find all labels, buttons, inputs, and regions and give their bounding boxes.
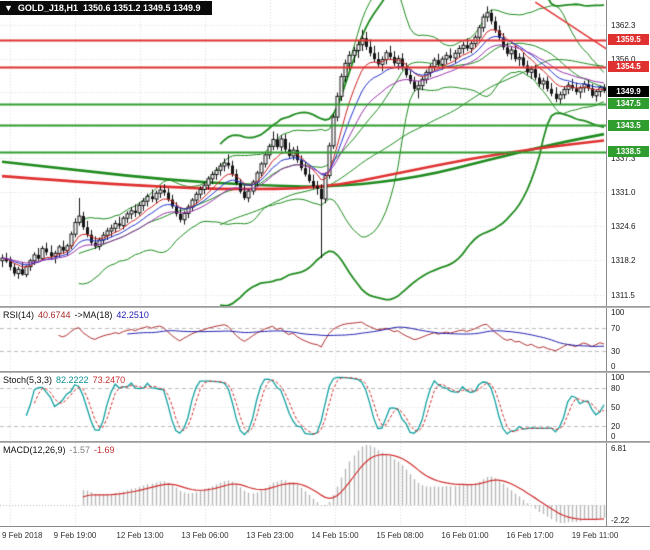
price-level-badge-1338.5: 1338.5 <box>608 146 649 158</box>
price-tick: 1331.0 <box>611 187 636 197</box>
stoch-signal-value: 73.2470 <box>92 375 126 385</box>
time-axis-label: 9 Feb 19:00 <box>53 531 97 540</box>
macd-scale-tick: 6.81 <box>611 444 627 453</box>
macd-scale[interactable]: 6.81 -2.22 <box>606 443 650 526</box>
price-level-badge-1343.5: 1343.5 <box>608 119 649 131</box>
rsi-panel: 100 70 30 0 RSI(14) 40.6744 ->MA(18) 42.2510 <box>0 308 650 371</box>
rsi-canvas[interactable] <box>0 308 606 371</box>
price-tick: 1324.6 <box>611 221 636 231</box>
price-level-badge-1359.5: 1359.5 <box>608 34 649 46</box>
indicator-scale-tick: 100 <box>611 373 625 382</box>
stochastic-canvas[interactable] <box>0 373 606 441</box>
stochastic-scale[interactable]: 100 80 50 20 0 <box>606 373 650 441</box>
macd-value: -1.57 <box>69 445 91 455</box>
time-axis-label: 12 Feb 13:00 <box>116 531 164 540</box>
macd-name: MACD(12,26,9) <box>3 445 66 455</box>
indicator-scale-tick: 50 <box>611 403 620 412</box>
indicator-scale-tick: 70 <box>611 324 620 334</box>
stoch-name: Stoch(5,3,3) <box>3 375 53 385</box>
indicator-scale-tick: 30 <box>611 346 620 356</box>
rsi-value: 40.6744 <box>38 310 71 320</box>
price-chart-canvas[interactable] <box>0 0 606 306</box>
macd-label: MACD(12,26,9) -1.57 -1.69 <box>3 445 119 455</box>
price-tick: 1362.3 <box>611 21 636 30</box>
time-axis-label: 16 Feb 01:00 <box>441 531 489 540</box>
symbol-info: ▼ GOLD_J18,H1 1350.6 1351.2 1349.5 1349.9 <box>0 1 212 15</box>
collapse-arrow-icon[interactable]: ▼ <box>4 3 13 13</box>
price-tick: 1356.0 <box>611 54 636 64</box>
price-tick: 1311.5 <box>611 291 635 301</box>
price-tick: 1337.3 <box>611 154 636 164</box>
main-chart-panel: 1362.3 1356.0 1337.3 1331.0 1324.6 1318.2 1311… <box>0 0 650 306</box>
stochastic-label: Stoch(5,3,3) 82.2222 73.2470 <box>3 375 129 385</box>
rsi-ma-name: ->MA(18) <box>74 310 113 320</box>
stoch-value: 82.2222 <box>56 375 89 385</box>
time-axis-label: 13 Feb 06:00 <box>181 531 229 540</box>
time-axis-label: 19 Feb 11:00 <box>571 531 619 540</box>
time-axis-label: 14 Feb 15:00 <box>311 531 359 540</box>
symbol-label: GOLD_J18,H1 <box>17 3 78 13</box>
time-axis-label: 13 Feb 23:00 <box>246 531 294 540</box>
rsi-label: RSI(14) 40.6744 ->MA(18) 42.2510 <box>3 310 153 320</box>
ohlc-values: 1350.6 1351.2 1349.5 1349.9 <box>82 3 201 13</box>
panel-separator[interactable] <box>0 371 650 373</box>
price-level-badge-1354.5: 1354.5 <box>608 61 649 73</box>
macd-canvas[interactable] <box>0 443 606 526</box>
panel-separator[interactable] <box>0 441 650 443</box>
rsi-name: RSI(14) <box>3 310 35 320</box>
indicator-scale-tick: 100 <box>611 308 625 317</box>
panel-separator[interactable] <box>0 306 650 308</box>
price-level-badge-1349.9: 1349.9 <box>608 85 649 97</box>
macd-panel: 6.81 -2.22 MACD(12,26,9) -1.57 -1.69 <box>0 443 650 526</box>
time-axis-label: 9 Feb 2018 <box>2 531 43 540</box>
indicator-scale-tick: 0 <box>611 362 616 371</box>
time-axis[interactable]: 9 Feb 2018 9 Feb 19:00 12 Feb 13:00 13 Feb … <box>0 526 650 550</box>
indicator-scale-tick: 0 <box>611 432 616 441</box>
price-scale[interactable]: 1362.3 1356.0 1337.3 1331.0 1324.6 1318.2 1311… <box>606 0 650 306</box>
rsi-scale[interactable]: 100 70 30 0 <box>606 308 650 371</box>
time-axis-label: 15 Feb 08:00 <box>376 531 424 540</box>
price-level-badge-1347.5: 1347.5 <box>608 98 649 110</box>
stochastic-panel: 100 80 50 20 0 Stoch(5,3,3) 82.2222 73.2470 <box>0 373 650 441</box>
time-axis-label: 16 Feb 17:00 <box>506 531 554 540</box>
macd-signal-value: -1.69 <box>94 445 115 455</box>
rsi-ma-value: 42.2510 <box>116 310 149 320</box>
indicator-scale-tick: 20 <box>611 421 620 431</box>
indicator-scale-tick: 80 <box>611 384 620 394</box>
macd-scale-tick: -2.22 <box>611 516 630 525</box>
price-tick: 1318.2 <box>611 255 636 265</box>
